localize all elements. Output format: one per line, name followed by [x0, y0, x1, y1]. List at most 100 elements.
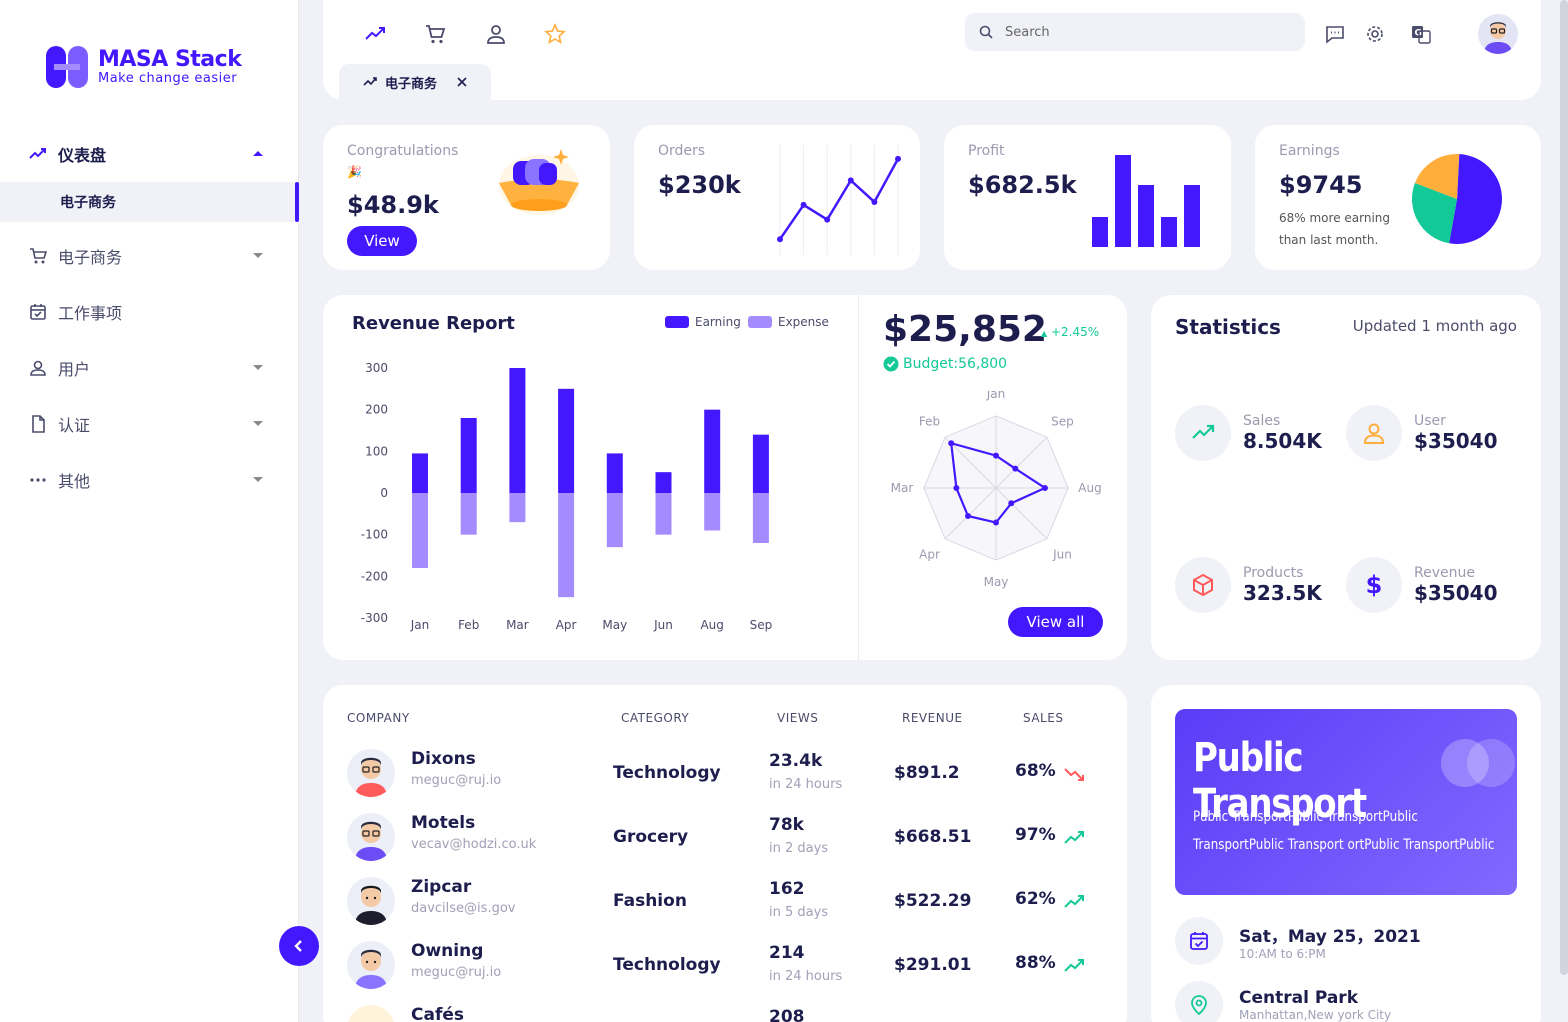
arrow-up-icon: ▲	[1041, 329, 1048, 338]
event-location: Central Park Manhattan,New york City	[1175, 981, 1391, 1022]
radar-label: Aug	[1078, 481, 1101, 495]
y-tick-label: 0	[380, 486, 388, 500]
earning-bar	[509, 368, 526, 493]
table-row[interactable]: Cafés 208	[323, 1005, 1127, 1022]
avatar	[347, 941, 395, 989]
avatar	[347, 813, 395, 861]
company-revenue: $522.29	[894, 891, 972, 911]
legend-swatch-expense	[748, 316, 772, 328]
orders-card: Orders $230k	[634, 125, 920, 270]
sidebar-item-dashboard[interactable]: 仪表盘	[0, 126, 299, 182]
x-tick-label: Feb	[458, 618, 479, 632]
radar-point	[1041, 485, 1048, 491]
cart-icon[interactable]	[423, 22, 447, 46]
expense-bar	[704, 493, 721, 531]
translate-icon[interactable]: G	[1409, 22, 1433, 46]
orders-point	[777, 236, 783, 243]
column-header-category[interactable]: CATEGORY	[621, 711, 690, 725]
revenue-bar-chart: 300 200 100 0 -100 -200 -300 Jan Feb Mar Apr May Jun…	[361, 361, 773, 632]
company-views: 162	[769, 879, 805, 899]
close-icon[interactable]	[457, 77, 467, 87]
check-circle-icon	[883, 356, 899, 372]
location-pin-icon	[1175, 981, 1223, 1022]
column-header-revenue[interactable]: REVENUE	[902, 711, 963, 725]
company-category: Grocery	[613, 827, 689, 847]
revenue-report-card: Revenue Report Earning Expense 300 200 100…	[323, 295, 1127, 660]
table-row[interactable]: Dixons meguc@ruj.io Technology 23.4k in …	[323, 749, 1127, 813]
sidebar-item-tasks[interactable]: 工作事项	[0, 284, 299, 340]
radar-label: May	[984, 575, 1009, 589]
orders-point	[895, 155, 901, 162]
radar-axis	[995, 436, 1048, 489]
chevron-down-icon	[253, 253, 263, 258]
congrats-card: Congratulations 🎉 $48.9k View	[323, 125, 610, 270]
profit-bar	[1161, 217, 1177, 247]
avatar[interactable]	[1478, 14, 1518, 54]
column-header-company[interactable]: COMPANY	[347, 711, 410, 725]
search-input[interactable]: Search	[965, 13, 1305, 51]
divider	[858, 295, 859, 660]
orders-line	[778, 158, 900, 240]
earning-bar	[655, 472, 672, 493]
earnings-note-line1: 68% more earning	[1279, 211, 1391, 225]
gear-icon[interactable]	[1363, 22, 1387, 46]
earnings-label: Earnings	[1279, 143, 1340, 159]
x-tick-label: May	[602, 618, 627, 632]
radar-label: Feb	[919, 415, 940, 429]
table-row[interactable]: Owning meguc@ruj.io Technology 214 in 24…	[323, 941, 1127, 1005]
y-tick-label: -100	[361, 528, 388, 542]
profit-bar	[1115, 155, 1131, 247]
event-date: Sat，May 25，2021 10:AM to 6:PM	[1175, 917, 1421, 965]
sidebar-item-label: 其他	[58, 472, 91, 491]
profit-value: $682.5k	[968, 171, 1077, 199]
revenue-change-value: +2.45%	[1050, 325, 1100, 339]
company-views-period: in 24 hours	[769, 777, 843, 792]
star-icon[interactable]	[543, 22, 567, 46]
sidebar: MASA Stack Make change easier 仪表盘 电子商务 电…	[0, 0, 299, 1022]
pie-slice	[1414, 154, 1460, 199]
statistics-updated: Updated 1 month ago	[1352, 317, 1517, 335]
radar-point	[1012, 465, 1019, 472]
message-icon[interactable]	[1323, 22, 1347, 46]
user-icon[interactable]	[484, 22, 508, 46]
user-icon	[1346, 405, 1402, 461]
budget-status: Budget:56,800	[883, 356, 1007, 372]
scrollbar[interactable]	[1560, 0, 1568, 975]
decor-circles	[1441, 739, 1515, 787]
sidebar-item-users[interactable]: 用户	[0, 340, 299, 396]
trending-up-icon	[363, 77, 377, 86]
view-all-button[interactable]: View all	[1008, 607, 1103, 637]
column-header-sales[interactable]: SALES	[1023, 711, 1064, 725]
orders-point	[871, 198, 878, 205]
tab-ecommerce[interactable]: 电子商务	[339, 64, 491, 100]
sidebar-item-other[interactable]: 其他	[0, 452, 299, 508]
x-tick-label: Sep	[750, 618, 773, 632]
sidebar-item-ecommerce[interactable]: 电子商务	[0, 228, 299, 284]
earning-bar	[460, 418, 477, 493]
radar-point	[1008, 500, 1015, 507]
trending-up-icon	[1064, 831, 1084, 844]
radar-point	[953, 485, 960, 491]
sidebar-item-auth[interactable]: 认证	[0, 396, 299, 452]
stat-user: User $35040	[1346, 405, 1498, 461]
expense-bar	[606, 493, 623, 548]
logo-icon	[46, 46, 88, 88]
event-banner[interactable]: Public Transport Public TransportPublic …	[1175, 709, 1517, 895]
sidebar-subitem-ecommerce[interactable]: 电子商务	[0, 182, 299, 222]
legend-swatch-earning	[665, 316, 689, 328]
company-views: 214	[769, 943, 805, 963]
table-row[interactable]: Zipcar davcilse@is.gov Fashion 162 in 5 …	[323, 877, 1127, 941]
column-header-views[interactable]: VIEWS	[777, 711, 819, 725]
stat-label: Revenue	[1414, 565, 1475, 581]
view-button[interactable]: View	[347, 226, 417, 256]
brand-logo[interactable]: MASA Stack Make change easier	[46, 46, 242, 88]
table-row[interactable]: Motels vecav@hodzi.co.uk Grocery 78k in …	[323, 813, 1127, 877]
event-banner-title: Public Transport	[1193, 735, 1367, 827]
earning-bar	[704, 409, 721, 493]
earnings-pie-chart	[1412, 154, 1502, 244]
company-name: Owning	[411, 941, 484, 961]
trending-up-icon[interactable]	[363, 22, 387, 46]
company-email: meguc@ruj.io	[411, 965, 502, 980]
topbar: Search G 电子商务	[323, 0, 1541, 100]
collapse-sidebar-button[interactable]	[279, 926, 319, 966]
